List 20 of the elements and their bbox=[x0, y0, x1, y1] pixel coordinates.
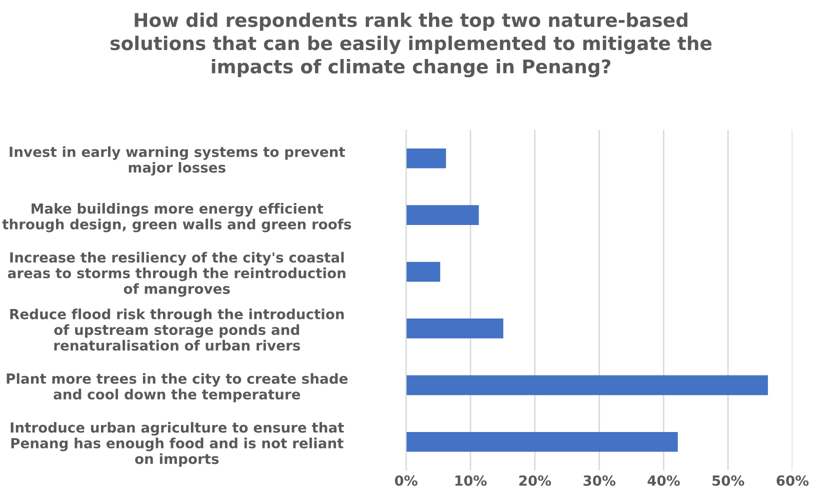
y-tick-label: Reduce flood risk through the introduction of upstream storage ponds and renaturalisation of urban rivers bbox=[10, 308, 344, 351]
x-tick-label: 20% bbox=[519, 475, 552, 486]
x-tick-label: 10% bbox=[455, 475, 487, 486]
y-tick-label: Increase the resiliency of the city's coastal areas to storms through the reintroduction of mangroves bbox=[8, 252, 346, 297]
x-tick-label: 40% bbox=[648, 475, 680, 486]
x-tick-label: 30% bbox=[584, 475, 616, 486]
bar bbox=[406, 432, 678, 452]
bar bbox=[406, 148, 446, 168]
x-tick-label: 50% bbox=[712, 475, 744, 486]
y-tick-label: Make buildings more energy efficient through design, green walls and green roofs bbox=[2, 203, 352, 232]
bar bbox=[406, 205, 479, 226]
y-tick-label: Plant more trees in the city to create shade and cool down the temperature bbox=[6, 373, 348, 402]
bar bbox=[406, 262, 440, 282]
chart-title: How did respondents rank the top two nature-based solutions that can be easily implemented to mitigate the impacts of climate change in Penang? bbox=[110, 12, 712, 78]
x-tick-label: 0% bbox=[394, 475, 418, 486]
bar bbox=[406, 375, 768, 396]
y-tick-label: Invest in early warning systems to prevent major losses bbox=[10, 146, 346, 176]
y-tick-label: Introduce urban agriculture to ensure that Penang has enough food and is not reliant on imports bbox=[10, 422, 344, 467]
x-tick-label: 60% bbox=[776, 475, 809, 486]
bar bbox=[406, 318, 504, 338]
